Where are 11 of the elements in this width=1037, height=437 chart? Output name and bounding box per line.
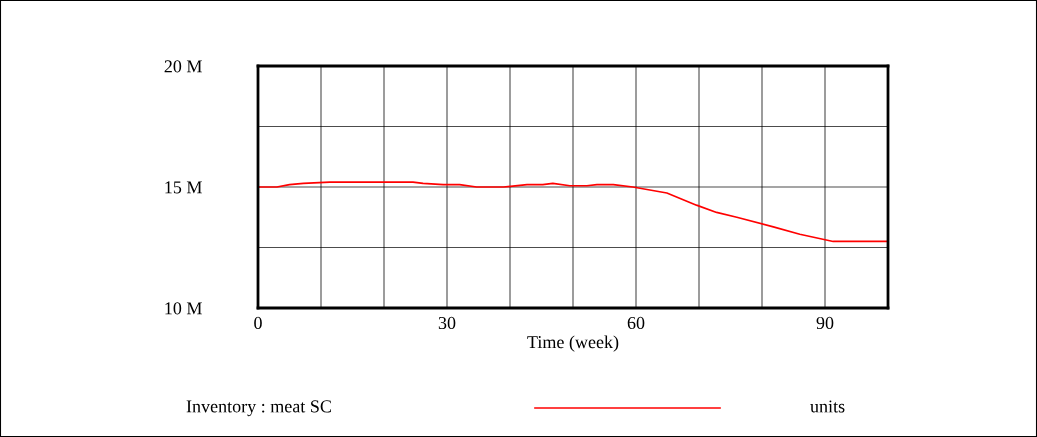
text: units <box>810 400 845 413</box>
x-tick-label: 30 <box>438 316 456 330</box>
y-tick-label: 20 M <box>164 60 202 73</box>
x-tick-label: 0 <box>254 316 262 330</box>
line-series <box>258 181 888 243</box>
y-tick-label: 10 M <box>165 302 202 315</box>
x-axis-title: Time (week) <box>527 335 619 352</box>
text: Inventory : meat SC <box>186 400 331 417</box>
y-tick-label: 15 M <box>165 181 202 194</box>
x-tick-label: 90 <box>816 316 834 330</box>
x-tick-label: 60 <box>627 316 645 330</box>
